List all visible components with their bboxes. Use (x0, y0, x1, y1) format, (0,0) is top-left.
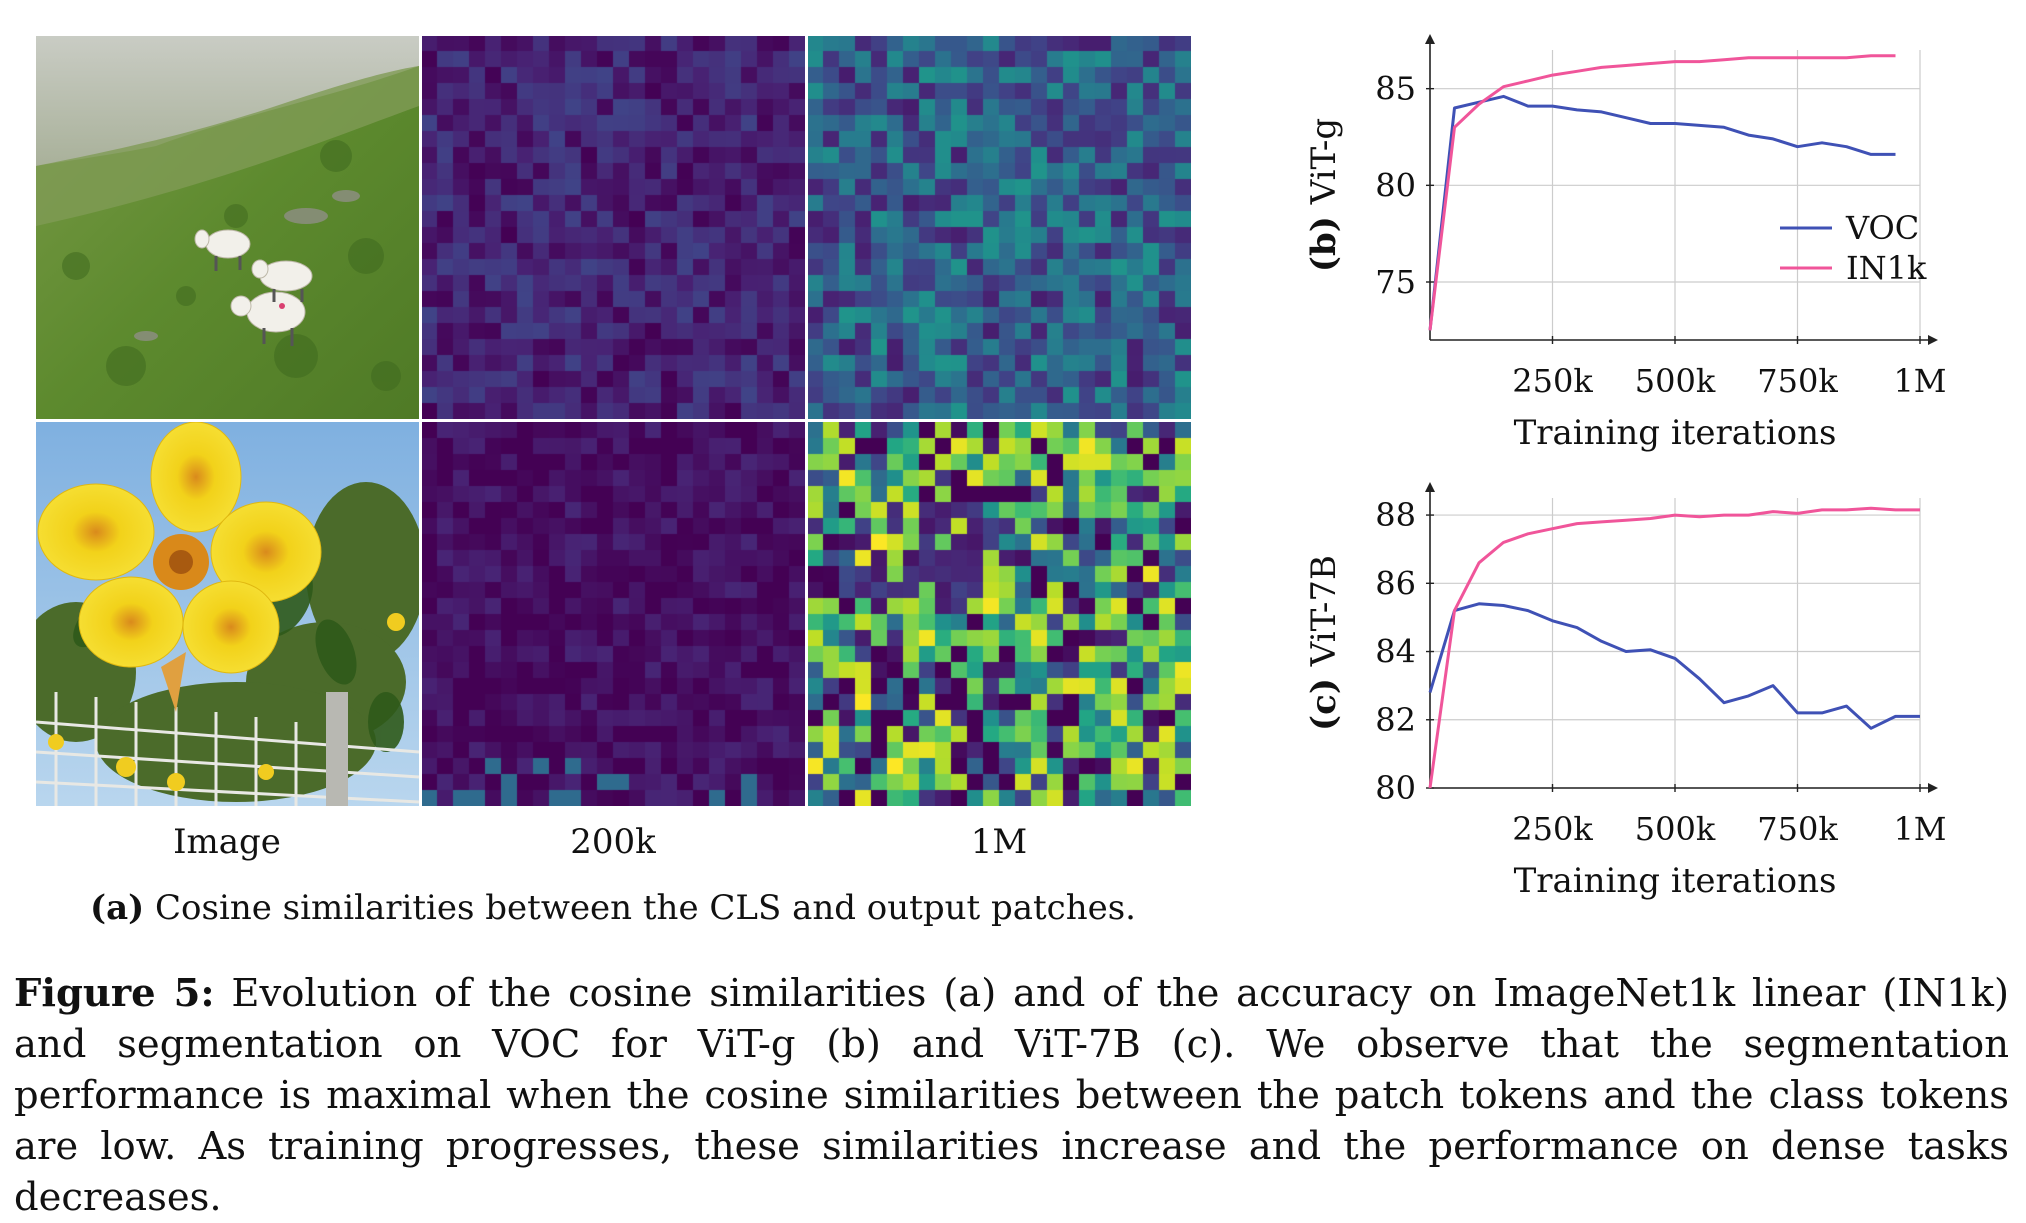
series-line-voc (1428, 602, 1920, 730)
x-tick-label: 250k (1512, 810, 1593, 848)
y-axis-label: (c) ViT-7B (1304, 555, 1344, 731)
x-tick-label: 750k (1757, 362, 1838, 400)
heatmap-canvas (808, 36, 1191, 419)
subfigure-a-text: Cosine similarities between the CLS and … (155, 888, 1136, 928)
x-tick-label: 500k (1635, 810, 1716, 848)
flower-image (36, 422, 419, 806)
figure-caption-text: Evolution of the cosine similarities (a)… (14, 971, 2009, 1220)
heatmap-sheep-1m (808, 36, 1191, 419)
sheep-image (36, 36, 419, 419)
x-axis-label: Training iterations (1514, 413, 1837, 453)
legend-label-voc: VOC (1845, 209, 1919, 247)
heatmap-sheep-200k (422, 36, 805, 419)
y-tick-label: 85 (1375, 70, 1416, 108)
column-label-1m: 1M (970, 822, 1028, 862)
x-axis-arrow (1928, 783, 1938, 793)
heatmap-canvas (422, 36, 805, 419)
y-axis-arrow (1425, 34, 1435, 44)
figure-caption: Figure 5: Evolution of the cosine simila… (14, 968, 2009, 1223)
x-axis-label: Training iterations (1514, 861, 1837, 901)
legend-label-in1k: IN1k (1846, 249, 1927, 287)
y-tick-label: 82 (1375, 701, 1416, 739)
y-tick-label: 75 (1375, 263, 1416, 301)
heatmap-canvas (808, 422, 1191, 806)
series-line-voc (1428, 94, 1896, 331)
y-tick-label: 86 (1375, 564, 1416, 602)
column-label-image: Image (173, 822, 281, 862)
flower-photo (36, 422, 419, 806)
chart-vit-7b: 80 82 84 86 88 250k 500k 750k 1M Training iterati… (1304, 482, 1947, 901)
y-tick-label: 80 (1375, 769, 1416, 807)
x-tick-label: 1M (1893, 362, 1946, 400)
heatmap-canvas (422, 422, 805, 806)
heatmap-flower-200k (422, 422, 805, 806)
y-axis-arrow (1425, 482, 1435, 492)
series-line-in1k (1428, 54, 1896, 331)
x-tick-label: 1M (1893, 810, 1946, 848)
y-tick-label: 84 (1375, 633, 1416, 671)
series-line-in1k (1428, 506, 1920, 789)
x-tick-label: 250k (1512, 362, 1593, 400)
column-label-200k: 200k (570, 822, 656, 862)
subfigure-a-caption: (a) Cosine similarities between the CLS … (90, 888, 1136, 928)
y-tick-label: 80 (1375, 166, 1416, 204)
figure-label: Figure 5: (14, 971, 215, 1016)
subfigure-a-tag: (a) (90, 888, 145, 928)
y-axis-label: (b) ViT-g (1304, 118, 1344, 272)
heatmap-flower-1m (808, 422, 1191, 806)
x-tick-label: 750k (1757, 810, 1838, 848)
y-tick-label: 88 (1375, 496, 1416, 534)
x-tick-label: 500k (1635, 362, 1716, 400)
chart-vit-g: 75 80 85 250k 500k 750k 1M Training iterations (… (1304, 34, 1947, 453)
sheep-photo (36, 36, 419, 419)
x-axis-arrow (1928, 335, 1938, 345)
